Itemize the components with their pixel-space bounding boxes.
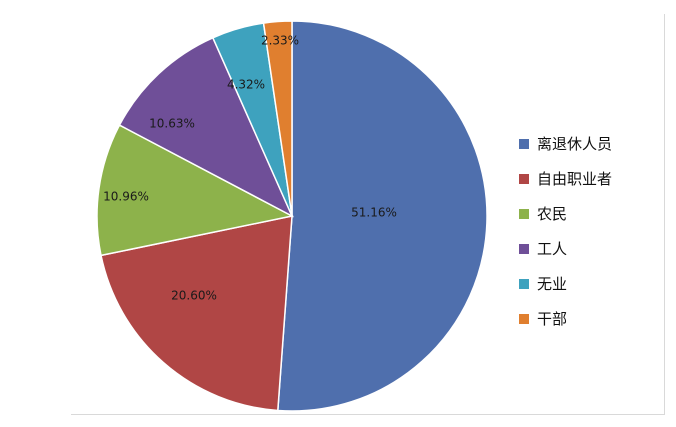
legend-label: 自由职业者 xyxy=(537,170,613,188)
legend-item: 干部 xyxy=(519,301,612,336)
legend-label: 干部 xyxy=(537,310,568,328)
legend-swatch xyxy=(519,313,529,324)
pie-slice xyxy=(96,124,295,257)
legend-swatch xyxy=(519,243,529,254)
legend-label: 无业 xyxy=(537,275,568,293)
pie-slice xyxy=(118,36,294,218)
legend-item: 自由职业者 xyxy=(519,161,612,196)
chart-legend: 离退休人员自由职业者农民工人无业干部 xyxy=(519,126,612,336)
data-label: 2.33% xyxy=(261,34,299,48)
legend-item: 无业 xyxy=(519,266,612,301)
legend-item: 离退休人员 xyxy=(519,126,612,161)
data-label: 4.32% xyxy=(227,78,265,92)
legend-label: 农民 xyxy=(537,205,568,223)
legend-item: 农民 xyxy=(519,196,612,231)
legend-swatch xyxy=(519,208,529,219)
legend-label: 工人 xyxy=(537,240,568,258)
legend-swatch xyxy=(519,138,529,149)
legend-item: 工人 xyxy=(519,231,612,266)
pie-slice xyxy=(100,215,293,412)
data-label: 20.60% xyxy=(171,289,217,303)
legend-swatch xyxy=(519,278,529,289)
data-label: 10.96% xyxy=(103,190,149,204)
pie-slice xyxy=(276,20,488,412)
legend-swatch xyxy=(519,173,529,184)
pie-slice xyxy=(262,20,293,217)
data-label: 51.16% xyxy=(351,206,397,220)
legend-label: 离退休人员 xyxy=(537,135,613,153)
data-label: 10.63% xyxy=(149,117,195,131)
